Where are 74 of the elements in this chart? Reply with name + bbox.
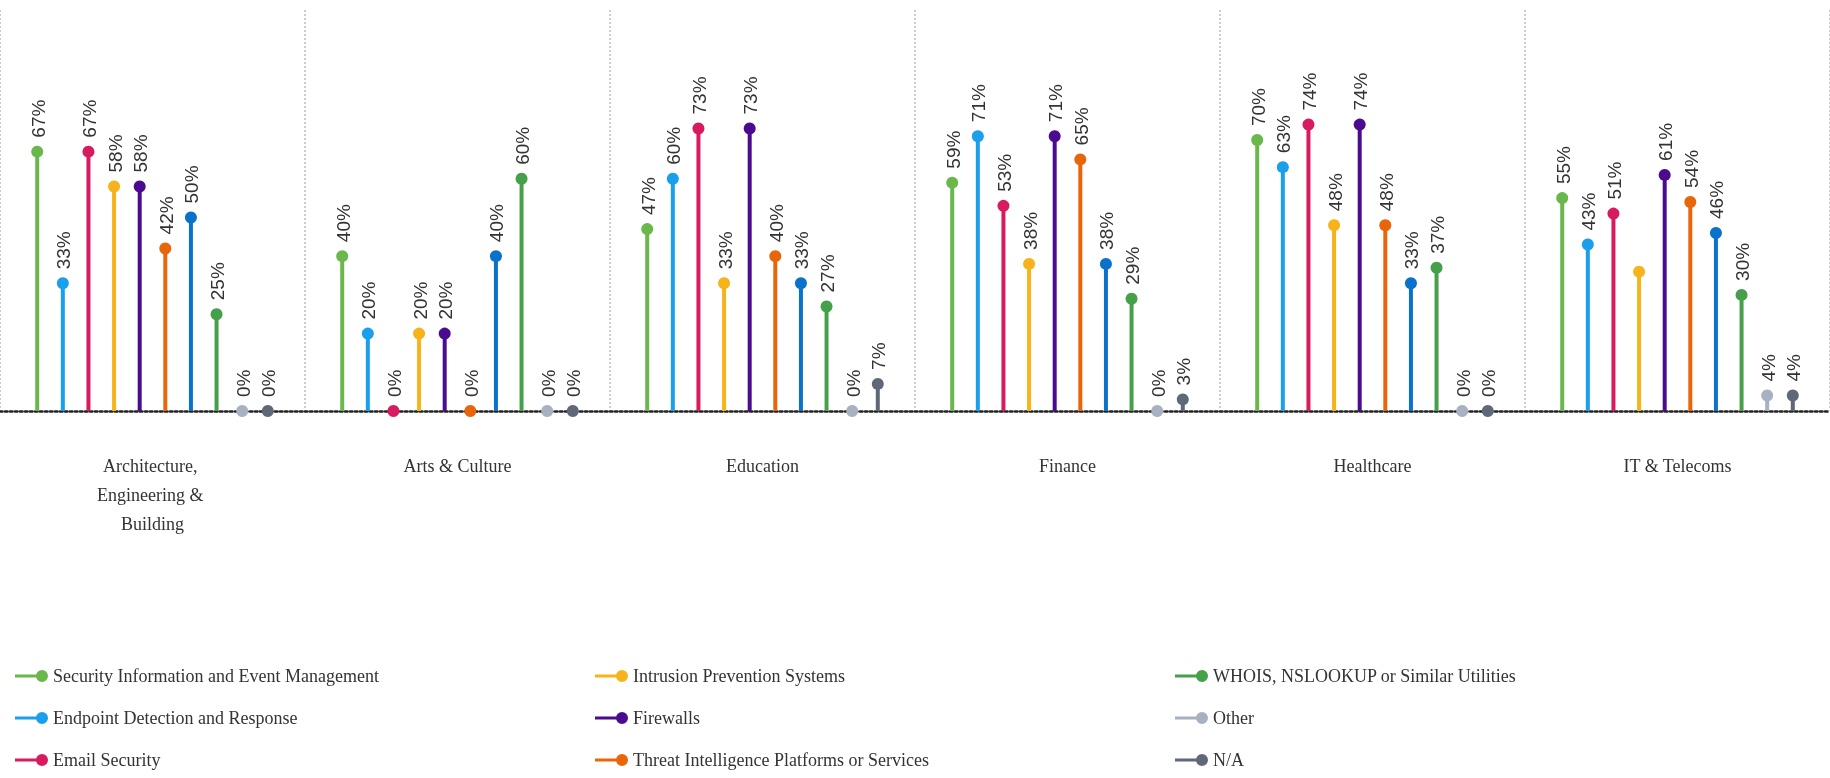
- data-label: 70%: [1247, 87, 1269, 127]
- x-tick-label: IT & Telecoms: [1623, 455, 1732, 476]
- x-tick-label: Arts & Culture: [403, 455, 512, 476]
- data-label: 60%: [663, 126, 685, 165]
- data-label: 20%: [435, 281, 457, 320]
- legend-label: Email Security: [53, 750, 161, 770]
- data-label: 55%: [1552, 145, 1574, 185]
- data-label: 20%: [358, 281, 380, 320]
- data-label: 58%: [130, 134, 152, 173]
- data-label: 0%: [1147, 369, 1169, 397]
- data-label: 63%: [1273, 115, 1295, 154]
- data-label: 0%: [232, 369, 254, 397]
- data-label: 29%: [1122, 246, 1144, 285]
- data-label: 61%: [1655, 122, 1677, 161]
- data-label: 20%: [409, 281, 431, 320]
- legend-label: WHOIS, NSLOOKUP or Similar Utilities: [1213, 666, 1516, 686]
- data-label: 60%: [512, 126, 534, 165]
- data-label: 38%: [1096, 211, 1118, 250]
- data-label: 47%: [637, 176, 659, 216]
- data-label: 50%: [181, 165, 203, 204]
- data-label: 46%: [1706, 180, 1728, 219]
- legend-label: Security Information and Event Management: [53, 666, 379, 686]
- data-label: 33%: [1401, 231, 1423, 270]
- data-label: 0%: [258, 369, 280, 397]
- data-label: 25%: [207, 262, 229, 301]
- legend-label: Threat Intelligence Platforms or Services: [633, 750, 929, 770]
- data-label: 67%: [27, 99, 49, 138]
- legend-label: Firewalls: [633, 708, 700, 728]
- data-label: 33%: [53, 231, 75, 270]
- data-label: 73%: [740, 76, 762, 115]
- data-label: 58%: [104, 134, 126, 173]
- data-label: 67%: [78, 99, 100, 138]
- data-label: 74%: [1298, 72, 1320, 111]
- data-label: 30%: [1732, 242, 1754, 281]
- data-label: 4%: [1783, 353, 1805, 382]
- legend-label: Intrusion Prevention Systems: [633, 666, 845, 686]
- data-label: 33%: [714, 231, 736, 270]
- data-label: 54%: [1680, 149, 1702, 188]
- data-label: 71%: [968, 84, 990, 123]
- data-label: 71%: [1045, 84, 1067, 123]
- data-label: 40%: [332, 204, 354, 243]
- legend-label: Other: [1213, 708, 1254, 728]
- data-label: 7%: [868, 342, 890, 370]
- data-label: 53%: [993, 153, 1015, 192]
- x-tick-label: Education: [726, 455, 799, 476]
- data-label: 0%: [383, 369, 405, 397]
- data-label: 40%: [486, 204, 508, 243]
- x-tick-label: Healthcare: [1333, 455, 1412, 476]
- data-label: 0%: [1478, 369, 1500, 397]
- data-label: 38%: [1019, 211, 1041, 250]
- data-label: 48%: [1375, 173, 1397, 212]
- data-label: 3%: [1173, 357, 1195, 386]
- data-label: 0%: [460, 369, 482, 397]
- x-tick-label: Architecture, Engineering & Building: [97, 455, 208, 534]
- data-label: 27%: [817, 254, 839, 293]
- data-label: 37%: [1427, 215, 1449, 254]
- data-label: 73%: [688, 76, 710, 115]
- data-label: 65%: [1070, 107, 1092, 146]
- data-label: 0%: [842, 369, 864, 397]
- data-label: 0%: [563, 369, 585, 397]
- legend-label: Endpoint Detection and Response: [53, 708, 298, 728]
- data-label: 74%: [1350, 72, 1372, 111]
- data-label: 40%: [765, 204, 787, 243]
- data-label: 48%: [1324, 173, 1346, 212]
- data-label: 4%: [1757, 353, 1779, 382]
- data-label: 33%: [791, 231, 813, 270]
- data-label: 0%: [1452, 369, 1474, 397]
- data-label: 59%: [942, 130, 964, 169]
- data-label: 43%: [1578, 192, 1600, 231]
- data-label: 0%: [537, 369, 559, 397]
- legend-label: N/A: [1213, 750, 1244, 770]
- x-tick-label: Finance: [1039, 455, 1096, 476]
- data-label: 51%: [1603, 161, 1625, 200]
- data-label: 42%: [155, 196, 177, 235]
